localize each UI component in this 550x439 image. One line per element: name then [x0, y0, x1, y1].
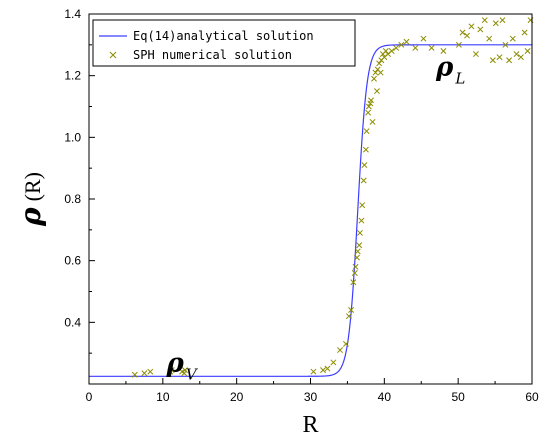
- sph-data-point: [513, 51, 520, 58]
- sph-data-point: [357, 229, 363, 236]
- annotation-subscript: V: [186, 366, 199, 384]
- x-tick-label: 0: [86, 390, 93, 404]
- sph-data-point: [131, 371, 138, 378]
- sph-data-point: [477, 26, 484, 33]
- sph-data-point: [412, 44, 419, 51]
- sph-data-point: [363, 128, 370, 135]
- x-tick-label: 50: [451, 390, 465, 404]
- sph-data-point: [472, 51, 479, 58]
- sph-data-point: [489, 57, 496, 64]
- y-tick-label: 0.4: [64, 315, 81, 329]
- sph-data-point: [368, 97, 374, 104]
- legend-box: [92, 19, 356, 67]
- sph-data-point: [371, 75, 377, 82]
- sph-data-point: [455, 41, 462, 48]
- sph-data-point: [398, 41, 405, 48]
- y-tick-label: 0.8: [64, 192, 81, 206]
- legend-label-analytical: Eq(14)analytical solution: [133, 29, 314, 43]
- annotation-symbol: ρ: [435, 53, 454, 83]
- y-axis-title: ρ (R): [14, 172, 47, 227]
- sph-data-point: [464, 32, 470, 39]
- sph-data-point: [362, 146, 369, 153]
- sph-data-point: [365, 103, 372, 110]
- sph-data-point: [350, 279, 357, 286]
- sph-data-point: [509, 35, 516, 42]
- sph-data-point: [324, 365, 331, 372]
- sph-data-point: [141, 370, 148, 377]
- sph-data-point: [352, 263, 359, 270]
- x-tick-label: 40: [378, 390, 392, 404]
- sph-data-point: [506, 57, 513, 64]
- sph-data-point: [499, 17, 506, 24]
- sph-data-point: [354, 248, 361, 255]
- y-axis-title-symbol: ρ: [14, 207, 47, 227]
- sph-data-point: [168, 367, 175, 374]
- analytical-solution-line: [89, 44, 532, 377]
- sph-data-point: [342, 340, 349, 347]
- sph-data-point: [521, 29, 528, 36]
- sph-data-point: [372, 69, 379, 76]
- sph-data-point: [496, 54, 503, 61]
- y-tick-label: 0.6: [64, 254, 81, 268]
- sph-data-point: [359, 202, 366, 209]
- x-tick-label: 60: [525, 390, 539, 404]
- annotations: ρ Lρ V: [166, 53, 466, 384]
- sph-data-point: [428, 44, 435, 51]
- y-axis: 0.4 0.6 0.8 1.0 1.2 1.4: [64, 7, 95, 354]
- x-tick-label: 10: [156, 390, 170, 404]
- x-tick-label: 20: [230, 390, 244, 404]
- sph-data-point: [486, 35, 493, 42]
- sph-data-point: [354, 254, 360, 261]
- sph-data-point: [388, 48, 395, 54]
- sph-data-point: [330, 359, 337, 366]
- sph-data-point: [310, 368, 317, 375]
- legend: Eq(14)analytical solution SPH numerical s…: [92, 19, 356, 67]
- y-tick-label: 1.0: [64, 130, 81, 144]
- y-tick-label: 1.2: [64, 69, 81, 83]
- sph-data-point: [492, 20, 499, 27]
- annotation-subscript: L: [454, 70, 465, 88]
- sph-data-point: [524, 48, 531, 54]
- sph-data-point: [182, 367, 188, 374]
- sph-data-point: [348, 307, 355, 313]
- sph-data-point: [459, 29, 466, 36]
- plot-area: [89, 17, 534, 378]
- sph-data-point: [468, 23, 475, 30]
- sph-data-point: [356, 242, 363, 249]
- sph-data-point: [377, 69, 384, 76]
- sph-data-point: [351, 270, 358, 276]
- sph-data-point: [420, 35, 427, 42]
- plot-frame: [88, 13, 533, 385]
- sph-data-point: [369, 118, 376, 125]
- legend-marker-swatch: [109, 51, 117, 59]
- legend-label-sph: SPH numerical solution: [133, 48, 292, 62]
- sph-data-point: [147, 368, 154, 375]
- x-axis-title: R: [302, 412, 318, 438]
- sph-data-point: [403, 38, 410, 45]
- sph-data-point: [361, 162, 368, 169]
- sph-data-point: [337, 347, 343, 354]
- sph-data-point: [345, 313, 352, 320]
- sph-data-point: [365, 109, 372, 116]
- sph-data-point: [320, 367, 327, 374]
- sph-data-point: [358, 217, 365, 224]
- sph-data-point: [376, 60, 383, 67]
- sph-data-point: [517, 54, 524, 61]
- sph-data-point: [481, 17, 488, 24]
- sph-data-point: [393, 44, 400, 51]
- sph-data-point: [360, 177, 367, 184]
- sph-data-point: [502, 41, 509, 48]
- y-tick-label: 1.4: [64, 7, 81, 21]
- sph-data-point: [373, 88, 380, 95]
- y-axis-title-arg: (R): [20, 172, 45, 201]
- sph-data-point: [440, 48, 447, 54]
- annotation-symbol: ρ: [166, 349, 185, 379]
- x-tick-label: 30: [304, 390, 318, 404]
- x-axis: 0 10 20 30 40 50 60: [86, 378, 539, 404]
- sph-data-point: [382, 48, 389, 54]
